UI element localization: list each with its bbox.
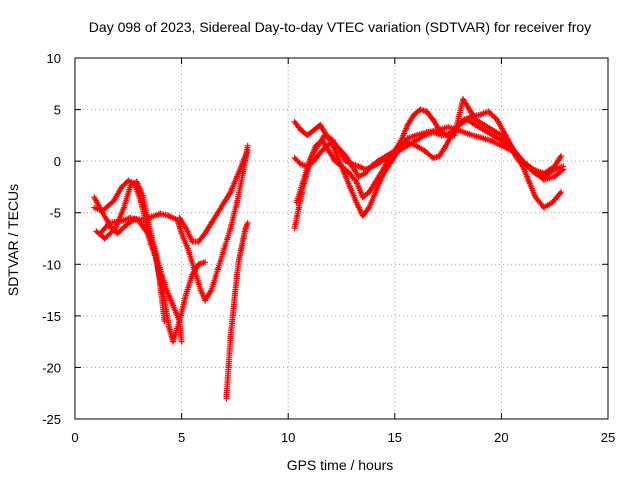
data-point-markers bbox=[234, 158, 247, 180]
data-point-markers bbox=[195, 259, 209, 268]
series-1 bbox=[91, 177, 185, 345]
data-point-markers bbox=[221, 225, 234, 252]
data-point-markers bbox=[549, 189, 565, 206]
x-tick-label: 20 bbox=[494, 430, 508, 445]
chart-title: Day 098 of 2023, Sidereal Day-to-day VTE… bbox=[89, 19, 591, 35]
series-8 bbox=[293, 108, 565, 206]
y-tick-label: -25 bbox=[42, 412, 61, 427]
data-point-markers bbox=[551, 163, 567, 173]
y-tick-label: -5 bbox=[49, 206, 61, 221]
data-point-markers bbox=[227, 173, 240, 196]
data-point-markers bbox=[227, 199, 240, 232]
data-point-markers bbox=[163, 287, 177, 309]
tick-marks bbox=[74, 57, 609, 420]
x-tick-label: 15 bbox=[388, 430, 402, 445]
data-point-markers bbox=[133, 178, 147, 201]
data-point-markers bbox=[451, 96, 466, 139]
data-point-markers bbox=[153, 256, 168, 304]
data-point-markers bbox=[526, 178, 539, 201]
data-point-markers bbox=[225, 333, 234, 371]
y-tick-label: 5 bbox=[54, 103, 61, 118]
data-point-markers bbox=[178, 230, 191, 252]
series-6 bbox=[223, 220, 251, 402]
data-point-markers bbox=[494, 116, 509, 139]
series-5 bbox=[176, 147, 251, 245]
data-point-markers bbox=[234, 168, 247, 206]
y-tick-label: -20 bbox=[42, 360, 61, 375]
data-point-markers bbox=[291, 204, 302, 232]
x-tick-label: 5 bbox=[178, 430, 185, 445]
y-tick-label: 0 bbox=[54, 154, 61, 169]
data-point-markers bbox=[227, 312, 236, 340]
data-point-markers bbox=[519, 163, 533, 185]
data-point-markers bbox=[229, 292, 238, 319]
x-tick-labels: 0 5 10 15 20 25 bbox=[71, 430, 615, 445]
series-9 bbox=[291, 116, 567, 183]
data-points bbox=[91, 96, 567, 402]
y-tick-label: -15 bbox=[42, 309, 61, 324]
data-point-markers bbox=[91, 194, 106, 216]
data-point-markers bbox=[242, 220, 251, 232]
series-4 bbox=[97, 214, 209, 345]
x-tick-label: 0 bbox=[71, 430, 78, 445]
data-point-markers bbox=[231, 271, 240, 299]
data-point-markers bbox=[398, 122, 411, 144]
data-point-markers bbox=[306, 142, 319, 165]
series-10 bbox=[291, 96, 567, 180]
y-axis-label: SDTVAR / TECUs bbox=[5, 184, 21, 296]
gridlines bbox=[75, 58, 608, 419]
data-point-markers bbox=[551, 153, 565, 170]
data-point-markers bbox=[353, 178, 366, 201]
data-point-markers bbox=[176, 292, 189, 324]
data-point-markers bbox=[340, 168, 353, 190]
data-point-markers bbox=[110, 183, 125, 205]
x-tick-label: 10 bbox=[281, 430, 295, 445]
data-point-markers bbox=[372, 173, 385, 196]
data-point-markers bbox=[240, 147, 251, 165]
data-point-markers bbox=[551, 166, 567, 180]
data-point-markers bbox=[347, 183, 360, 206]
y-tick-label: 10 bbox=[47, 51, 61, 66]
y-tick-label: -10 bbox=[42, 257, 61, 272]
y-tick-labels: 10 5 0 -5 -10 -15 -20 -25 bbox=[42, 51, 61, 427]
x-axis-label: GPS time / hours bbox=[287, 457, 394, 473]
data-point-markers bbox=[223, 364, 232, 402]
data-point-markers bbox=[366, 189, 379, 211]
x-tick-label: 25 bbox=[601, 430, 615, 445]
plot-frame bbox=[74, 57, 609, 420]
